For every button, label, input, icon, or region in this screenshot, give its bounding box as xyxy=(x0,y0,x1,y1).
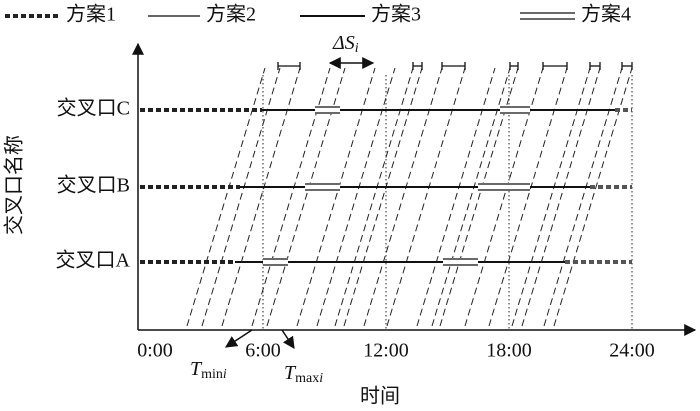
dashed-lines xyxy=(186,62,633,327)
dashed-line xyxy=(386,67,466,327)
legend-label: 方案3 xyxy=(371,3,421,26)
dashed-line xyxy=(334,67,414,327)
rows xyxy=(140,106,632,266)
tmin-arrow xyxy=(224,329,253,348)
plan4-segment xyxy=(315,106,340,114)
dashed-line xyxy=(553,67,633,327)
x-tick-label: 18:00 xyxy=(486,340,532,362)
delta-label: ΔSi xyxy=(332,32,359,57)
plan4-segment xyxy=(443,258,478,266)
plan4-segment xyxy=(478,183,530,191)
dashed-line xyxy=(543,67,623,327)
row-label: 交叉口C xyxy=(57,97,130,120)
dashed-line xyxy=(186,67,266,327)
legend-label: 方案1 xyxy=(66,3,116,26)
x-axis-title: 时间 xyxy=(360,385,400,408)
tmax-arrow xyxy=(281,329,295,349)
y-axis-title: 交叉口名称 xyxy=(3,135,26,235)
tmax-label: Tmaxi xyxy=(284,362,323,387)
legend-label: 方案4 xyxy=(581,3,631,26)
plan4-segment xyxy=(500,106,530,114)
dashed-line xyxy=(221,67,301,327)
dashed-line xyxy=(363,67,443,327)
x-tick-label: 6:00 xyxy=(245,340,281,362)
plan4-segment xyxy=(305,183,340,191)
dashed-line xyxy=(431,67,511,327)
x-tick-label: 0:00 xyxy=(137,340,173,362)
dashed-line xyxy=(521,67,601,327)
plan4-segment xyxy=(263,258,288,266)
legend: 方案1 方案2 方案3 方案4 xyxy=(5,3,631,26)
row-label: 交叉口A xyxy=(56,249,131,272)
dashed-line xyxy=(201,67,281,327)
x-tick-label: 12:00 xyxy=(363,340,409,362)
tmin-label: Tmini xyxy=(190,358,227,383)
row-label: 交叉口B xyxy=(57,174,130,197)
legend-label: 方案2 xyxy=(206,3,256,26)
dashed-line xyxy=(416,67,496,327)
x-tick-label: 24:00 xyxy=(609,340,655,362)
